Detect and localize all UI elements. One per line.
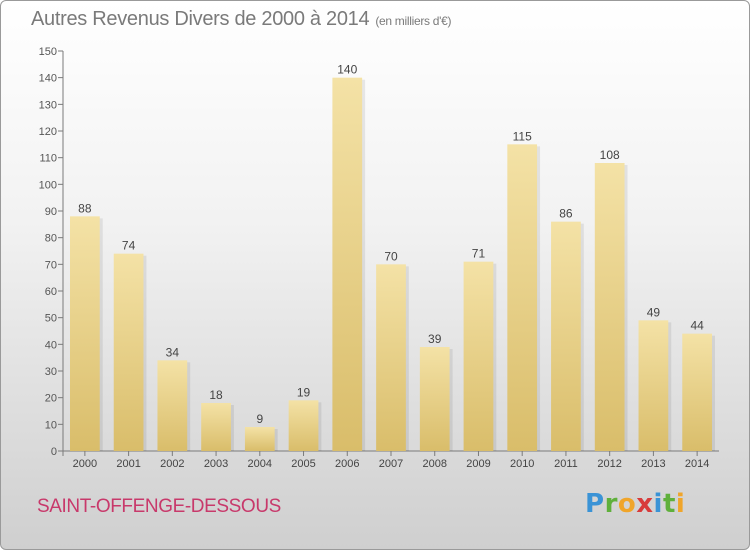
bar bbox=[376, 264, 406, 451]
x-tick-label: 2006 bbox=[335, 458, 359, 470]
x-tick-label: 2014 bbox=[685, 458, 709, 470]
y-tick-label: 50 bbox=[45, 313, 57, 325]
y-tick-label: 40 bbox=[45, 339, 57, 351]
bar-value-label: 74 bbox=[122, 239, 136, 253]
y-tick-label: 60 bbox=[45, 286, 57, 298]
bar-value-label: 86 bbox=[559, 207, 573, 221]
x-tick-label: 2005 bbox=[291, 458, 315, 470]
x-tick-label: 2011 bbox=[554, 458, 578, 470]
bar-value-label: 115 bbox=[513, 129, 532, 143]
bar bbox=[244, 427, 275, 451]
x-tick-label: 2003 bbox=[204, 458, 228, 470]
bar bbox=[463, 261, 494, 451]
bar bbox=[69, 216, 100, 451]
bar-value-label: 70 bbox=[384, 249, 398, 263]
bar bbox=[507, 144, 538, 452]
x-tick-label: 2002 bbox=[160, 458, 184, 470]
y-tick-label: 100 bbox=[39, 179, 57, 191]
y-tick-label: 20 bbox=[45, 393, 57, 405]
bar-value-label: 71 bbox=[472, 247, 486, 261]
bar-value-label: 39 bbox=[428, 332, 442, 346]
bar-value-label: 19 bbox=[297, 385, 311, 399]
bar-chart: 0 10 20 30 40 50 60 70 80 90 100 110 120 130 140 150 200… bbox=[39, 46, 719, 470]
bar-value-label: 34 bbox=[166, 345, 180, 359]
y-tick-label: 80 bbox=[45, 233, 57, 245]
proxiti-logo[interactable]: Proxiti bbox=[585, 489, 686, 519]
y-tick-label: 0 bbox=[51, 446, 57, 458]
bar-value-label: 88 bbox=[78, 201, 92, 215]
bar bbox=[201, 403, 231, 451]
bar-value-label: 108 bbox=[600, 148, 620, 162]
x-tick-label: 2004 bbox=[248, 458, 272, 470]
bar bbox=[288, 400, 319, 451]
bars: 88 74 34 18 9 19 140 70 39 71 115 86 108 49 44 bbox=[69, 63, 716, 452]
x-tick-label: 2008 bbox=[422, 458, 446, 470]
y-tick-label: 30 bbox=[45, 366, 57, 378]
bar bbox=[157, 360, 188, 451]
chart-title: Autres Revenus Divers de 2000 à 2014 (en … bbox=[31, 8, 452, 31]
bar-value-label: 18 bbox=[209, 388, 223, 402]
bar bbox=[638, 320, 669, 451]
x-tick-label: 2000 bbox=[73, 458, 97, 470]
bar bbox=[594, 163, 625, 451]
x-tick-label: 2012 bbox=[597, 458, 621, 470]
bar bbox=[113, 253, 144, 451]
y-tick-label: 120 bbox=[39, 126, 57, 138]
y-tick-label: 140 bbox=[39, 73, 57, 85]
y-tick-label: 70 bbox=[45, 259, 57, 271]
x-tick-label: 2010 bbox=[510, 458, 534, 470]
bar bbox=[332, 77, 363, 452]
bar-value-label: 49 bbox=[647, 305, 661, 319]
bar bbox=[551, 221, 581, 451]
y-tick-label: 90 bbox=[45, 206, 57, 218]
x-tick-label: 2001 bbox=[116, 458, 140, 470]
y-tick-label: 10 bbox=[45, 419, 57, 431]
bar-value-label: 9 bbox=[256, 412, 263, 426]
x-tick-label: 2013 bbox=[641, 458, 665, 470]
y-tick-label: 110 bbox=[39, 153, 57, 165]
place-name: SAINT-OFFENGE-DESSOUS bbox=[37, 496, 281, 517]
bar bbox=[419, 347, 450, 451]
x-tick-label: 2007 bbox=[379, 458, 403, 470]
x-tick-label: 2009 bbox=[466, 458, 490, 470]
bar-value-label: 140 bbox=[337, 63, 357, 77]
bar-value-label: 44 bbox=[690, 319, 704, 333]
y-tick-label: 130 bbox=[39, 99, 57, 111]
chart-title-text: Autres Revenus Divers de 2000 à 2014 bbox=[31, 8, 370, 30]
y-tick-label: 150 bbox=[39, 46, 57, 58]
chart-subtitle: (en milliers d'€) bbox=[375, 14, 452, 28]
bar bbox=[682, 333, 713, 451]
